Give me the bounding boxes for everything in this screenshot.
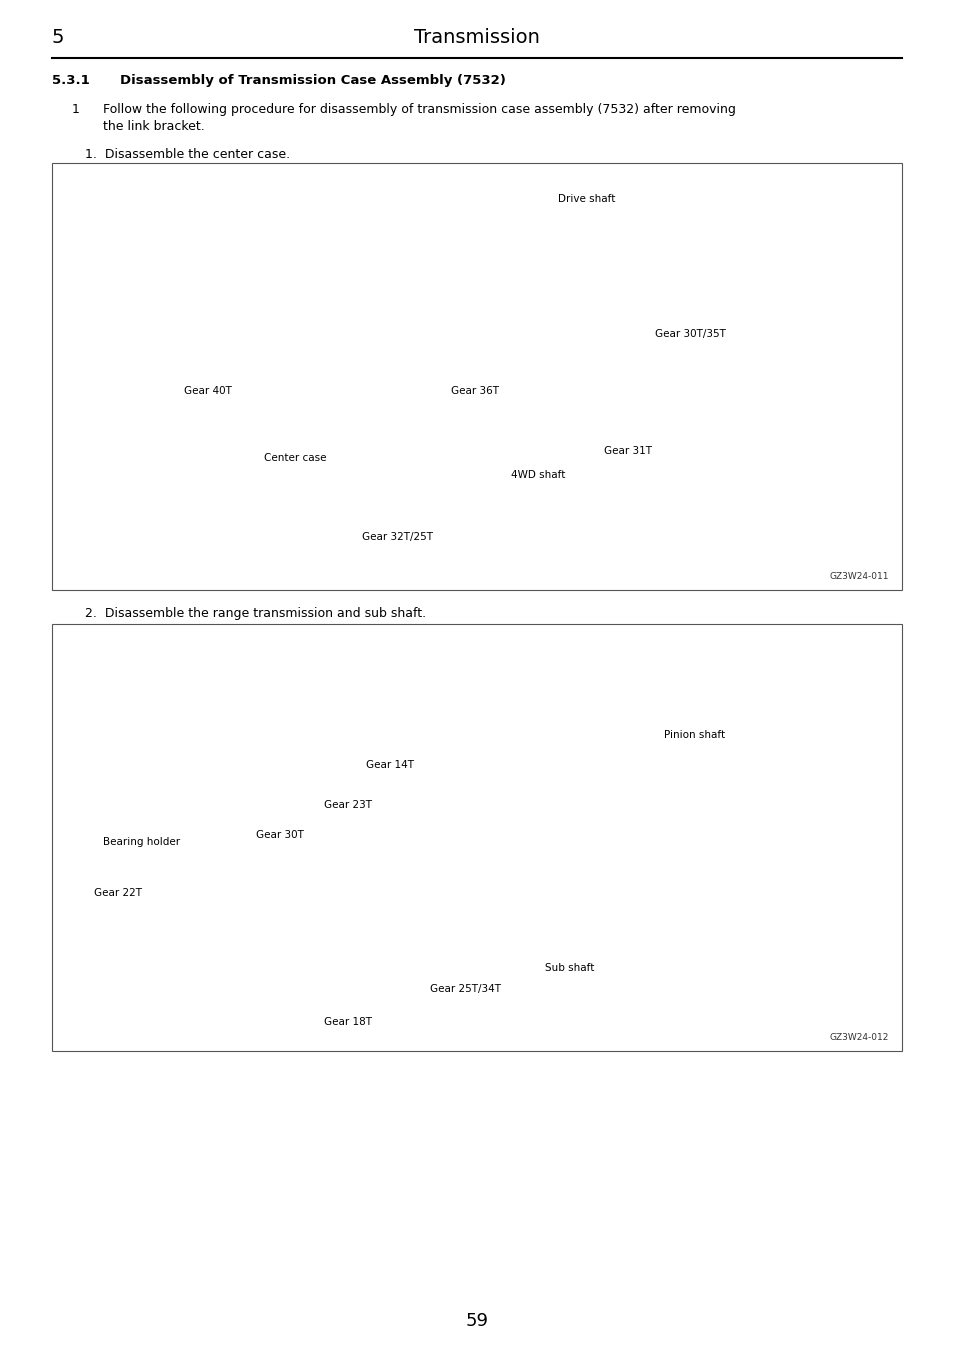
Text: Gear 22T: Gear 22T [94, 888, 142, 898]
Text: Pinion shaft: Pinion shaft [663, 730, 724, 740]
Text: Gear 31T: Gear 31T [604, 446, 652, 457]
Text: Disassembly of Transmission Case Assembly (7532): Disassembly of Transmission Case Assembl… [120, 74, 505, 86]
Text: the link bracket.: the link bracket. [103, 120, 205, 132]
Text: Sub shaft: Sub shaft [544, 963, 594, 973]
Text: Bearing holder: Bearing holder [103, 836, 180, 847]
Text: 1: 1 [71, 103, 80, 116]
Text: Drive shaft: Drive shaft [558, 195, 615, 204]
Text: Gear 30T: Gear 30T [255, 831, 304, 840]
Text: Gear 23T: Gear 23T [324, 801, 372, 811]
Text: Gear 40T: Gear 40T [184, 386, 232, 396]
Text: 1.  Disassemble the center case.: 1. Disassemble the center case. [85, 149, 290, 161]
Text: 2.  Disassemble the range transmission and sub shaft.: 2. Disassemble the range transmission an… [85, 607, 426, 620]
Text: Gear 32T/25T: Gear 32T/25T [362, 532, 433, 542]
Bar [52, 163, 901, 590]
Text: Transmission: Transmission [414, 28, 539, 47]
Text: Gear 14T: Gear 14T [366, 759, 414, 770]
Text: GZ3W24-011: GZ3W24-011 [829, 571, 888, 581]
Text: Gear 36T: Gear 36T [451, 386, 499, 396]
Text: 59: 59 [465, 1312, 488, 1329]
Text: Gear 25T/34T: Gear 25T/34T [430, 984, 500, 994]
Bar [52, 624, 901, 1051]
Text: 4WD shaft: 4WD shaft [511, 470, 565, 480]
Text: 5: 5 [52, 28, 65, 47]
Text: Follow the following procedure for disassembly of transmission case assembly (75: Follow the following procedure for disas… [103, 103, 735, 116]
Text: Center case: Center case [264, 453, 327, 462]
Text: Gear 18T: Gear 18T [324, 1017, 372, 1027]
Text: Gear 30T/35T: Gear 30T/35T [655, 328, 725, 339]
Text: 5.3.1: 5.3.1 [52, 74, 90, 86]
Text: GZ3W24-012: GZ3W24-012 [829, 1032, 888, 1042]
